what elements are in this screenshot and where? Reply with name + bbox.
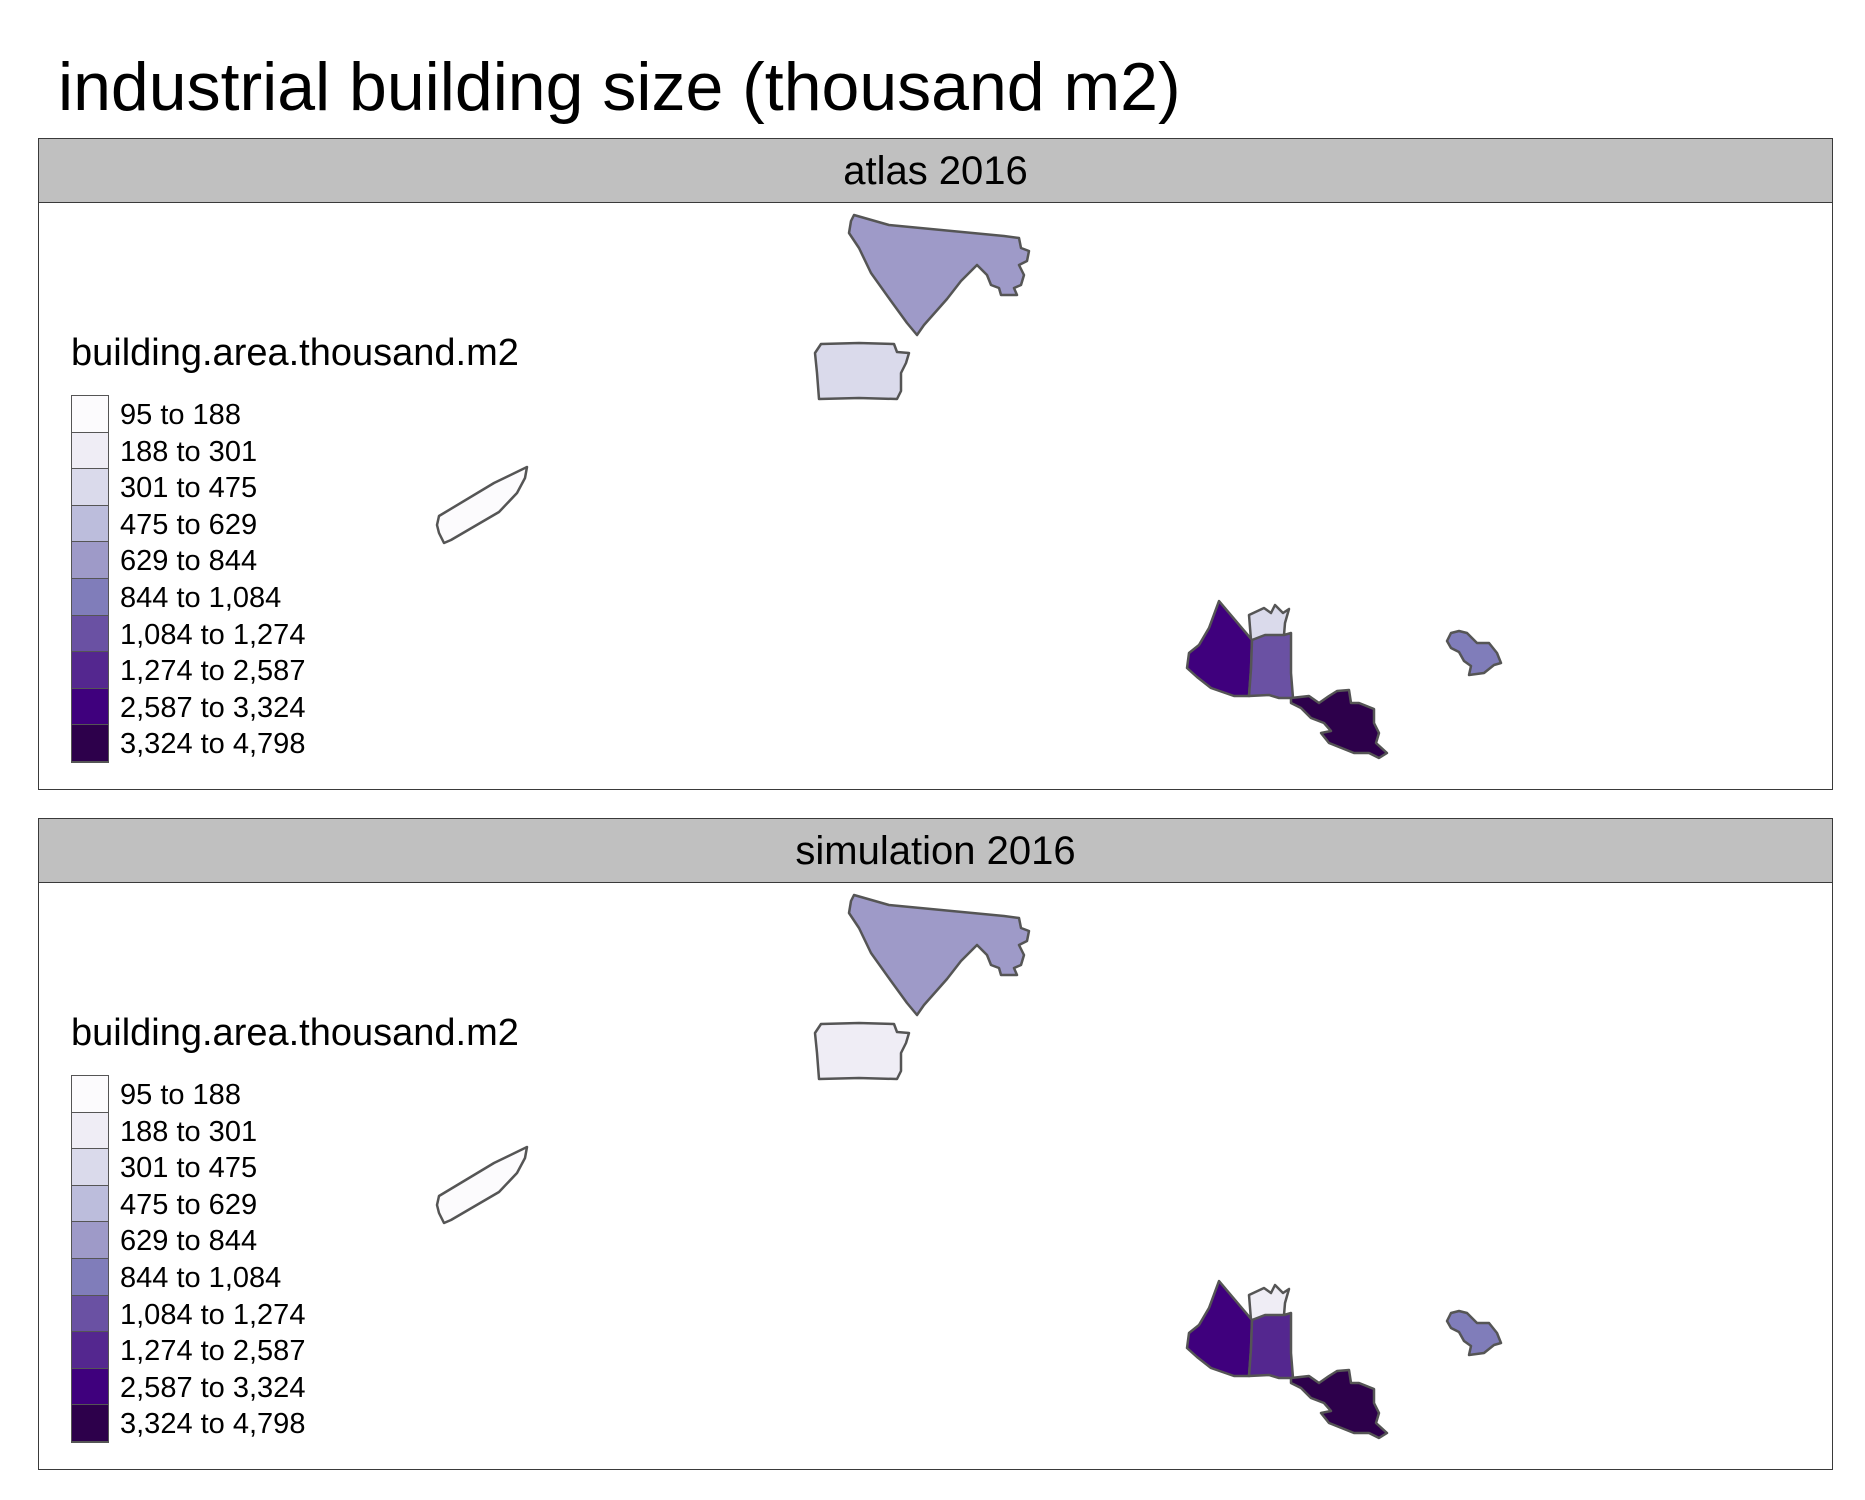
south-west-region [1185,1279,1254,1378]
legend-label: 188 to 301 [120,1115,258,1148]
legend-item: 188 to 301 [72,432,257,470]
legend-label: 1,274 to 2,587 [120,655,306,688]
legend-label: 1,084 to 1,274 [120,618,306,651]
legend-item: 1,084 to 1,274 [72,1295,305,1333]
west-strip-region [435,465,529,545]
legend-swatch [72,1112,109,1150]
south-tail-region [1289,688,1389,760]
legend-items: 95 to 188 188 to 301 301 to 475 475 to 629 6… [71,1075,305,1443]
legend-label: 844 to 1,084 [120,1261,282,1294]
legend-swatch [72,396,109,433]
legend-item: 1,274 to 2,587 [72,652,305,689]
south-west-region [1185,599,1254,698]
legend: building.area.thousand.m2 95 to 188 188 t… [71,1011,519,1443]
legend-swatch [72,432,109,470]
legend-swatch [72,542,109,579]
legend-item: 95 to 188 [72,396,241,433]
legend-swatch [72,1076,109,1113]
legend: building.area.thousand.m2 95 to 188 188 t… [71,331,519,763]
legend-item: 95 to 188 [72,1076,241,1113]
legend-label: 3,324 to 4,798 [120,1408,306,1441]
legend-swatch [72,615,109,653]
legend-swatch [72,1405,109,1442]
legend-label: 2,587 to 3,324 [120,691,306,724]
legend-title: building.area.thousand.m2 [71,332,519,374]
east-small-region [1445,1309,1503,1357]
south-center-region [1247,1311,1295,1380]
panel-simulation-2016: simulation 2016 building.area.thousand.m… [38,818,1833,1470]
panel-label: atlas 2016 [39,139,1832,203]
south-center-region [1247,631,1295,700]
legend-swatch [72,1332,109,1369]
map-canvas [435,893,1503,1440]
legend-label: 1,084 to 1,274 [120,1298,306,1331]
legend-item: 301 to 475 [72,1149,257,1186]
legend-swatch [72,578,109,616]
legend-swatch [72,1222,109,1259]
legend-swatch [72,688,109,726]
legend-item: 1,084 to 1,274 [72,615,305,653]
legend-label: 629 to 844 [120,545,258,578]
legend-swatch [72,725,109,762]
legend-swatch [72,1149,109,1186]
legend-item: 2,587 to 3,324 [72,688,305,726]
legend-label: 301 to 475 [120,1152,258,1185]
legend-item: 301 to 475 [72,469,257,506]
north-region [847,893,1031,1017]
west-strip-region [435,1145,529,1225]
legend-item: 188 to 301 [72,1112,257,1150]
northwest-region [813,1021,911,1081]
legend-label: 2,587 to 3,324 [120,1371,306,1404]
legend-item: 844 to 1,084 [72,1258,281,1296]
legend-item: 844 to 1,084 [72,578,281,616]
legend-label: 844 to 1,084 [120,581,282,614]
legend-swatch [72,469,109,506]
legend-label: 95 to 188 [120,399,241,431]
east-small-region [1445,629,1503,677]
legend-item: 3,324 to 4,798 [72,725,305,762]
panel-label: simulation 2016 [39,819,1832,883]
legend-label: 188 to 301 [120,435,258,468]
legend-items: 95 to 188 188 to 301 301 to 475 475 to 629 6… [71,395,305,763]
legend-swatch [72,505,109,543]
legend-swatch [72,1258,109,1296]
legend-item: 475 to 629 [72,1185,257,1223]
legend-label: 475 to 629 [120,1188,258,1221]
legend-item: 629 to 844 [72,1222,257,1259]
legend-label: 95 to 188 [120,1079,241,1111]
northwest-region [813,341,911,401]
legend-label: 301 to 475 [120,472,258,505]
south-tail-region [1289,1368,1389,1440]
legend-swatch [72,1368,109,1406]
legend-label: 1,274 to 2,587 [120,1335,306,1368]
legend-label: 629 to 844 [120,1225,258,1258]
legend-item: 1,274 to 2,587 [72,1332,305,1369]
map-title: industrial building size (thousand m2) [58,49,1181,125]
legend-item: 3,324 to 4,798 [72,1405,305,1442]
map-canvas [435,213,1503,760]
legend-swatch [72,1185,109,1223]
legend-item: 629 to 844 [72,542,257,579]
legend-title: building.area.thousand.m2 [71,1012,519,1054]
panel-atlas-2016: atlas 2016 building.area.thousand.m2 95 … [38,138,1833,790]
legend-swatch [72,1295,109,1333]
legend-item: 475 to 629 [72,505,257,543]
legend-item: 2,587 to 3,324 [72,1368,305,1406]
legend-label: 475 to 629 [120,508,258,541]
north-region [847,213,1031,337]
legend-swatch [72,652,109,689]
legend-label: 3,324 to 4,798 [120,728,306,761]
